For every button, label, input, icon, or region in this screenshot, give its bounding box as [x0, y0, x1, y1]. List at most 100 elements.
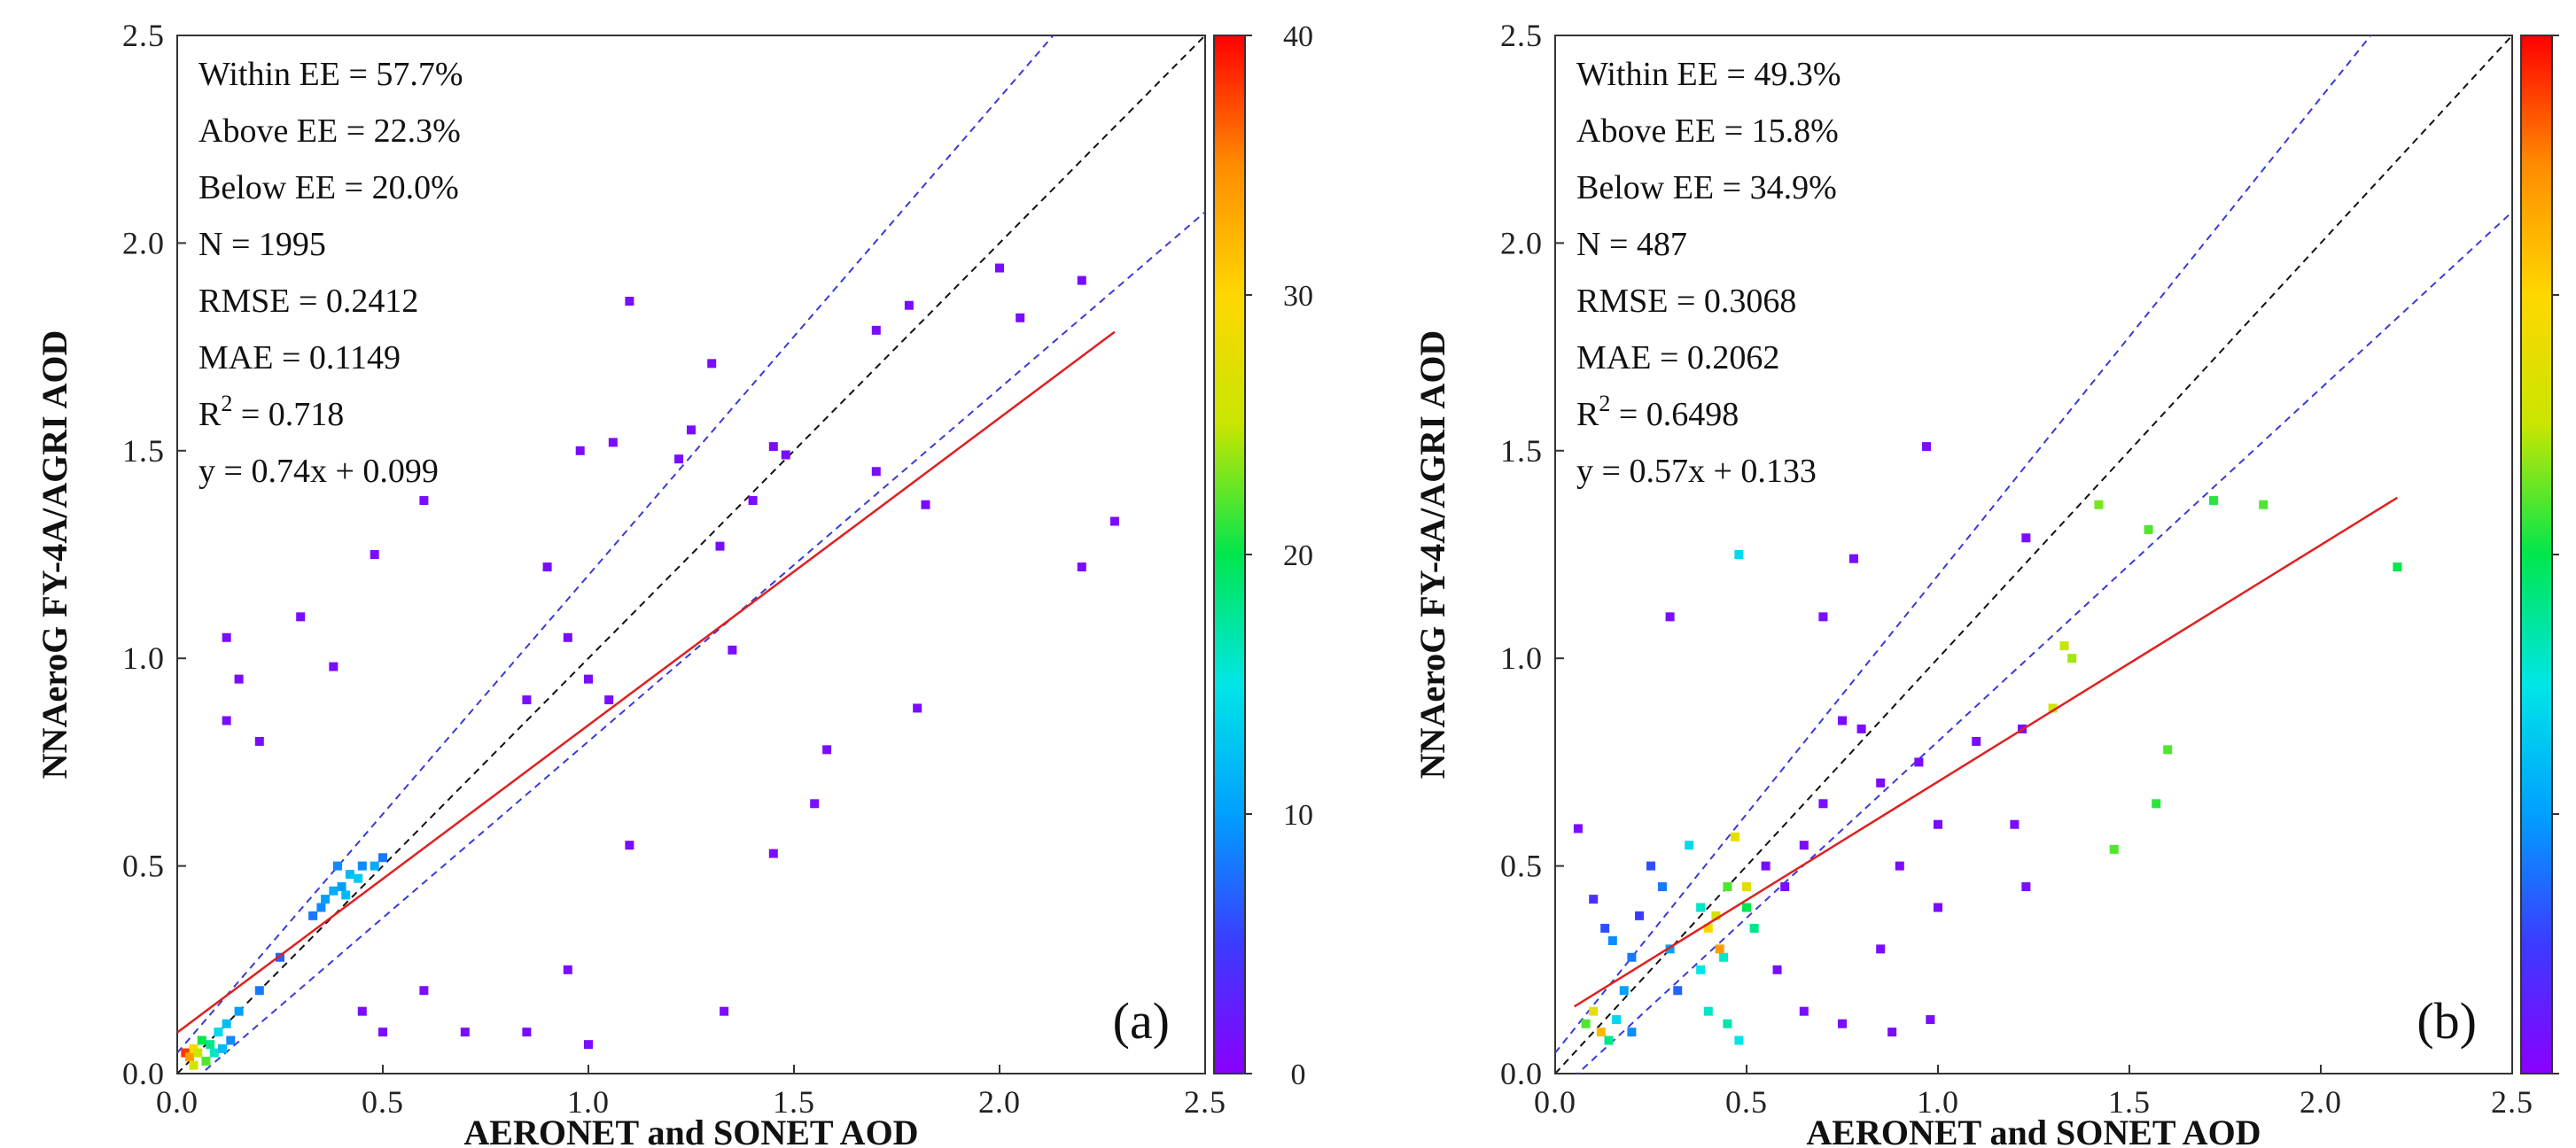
y-tick-label: 1.5	[122, 433, 165, 469]
x-tick-label: 1.5	[2108, 1084, 2151, 1120]
x-tick-label: 1.0	[567, 1084, 610, 1120]
x-tick-label: 2.5	[2491, 1084, 2533, 1120]
data-point	[1856, 724, 1866, 733]
stat-line: N = 1995	[198, 226, 326, 263]
data-point	[201, 1056, 211, 1066]
x-tick-label: 1.5	[773, 1084, 815, 1120]
data-point	[1016, 313, 1025, 322]
data-point	[1696, 903, 1706, 912]
data-point	[1848, 554, 1858, 563]
y-tick-label: 0.0	[1500, 1056, 1543, 1091]
data-point	[222, 632, 231, 642]
data-point	[584, 674, 593, 684]
data-point	[316, 903, 326, 912]
fit-line	[176, 330, 1116, 1034]
panel-label: (a)	[1113, 992, 1170, 1050]
data-point	[995, 263, 1004, 273]
data-point	[1723, 882, 1732, 892]
data-point	[2209, 496, 2219, 506]
data-point	[370, 861, 379, 871]
data-point	[1799, 1006, 1809, 1016]
data-point	[234, 674, 244, 684]
stats-box: Within EE = 57.7% Above EE = 22.3% Below E…	[198, 56, 463, 490]
data-point	[1723, 1019, 1732, 1028]
data-point	[584, 1040, 593, 1050]
stat-line: Above EE = 15.8%	[1576, 112, 1839, 150]
data-point	[218, 1043, 228, 1053]
data-point	[370, 550, 379, 559]
data-point	[1922, 442, 1932, 452]
y-tick-label: 2.5	[122, 18, 165, 53]
data-point	[189, 1060, 198, 1070]
data-point	[1715, 944, 1724, 954]
data-point	[2152, 799, 2161, 809]
data-point	[2067, 654, 2077, 663]
ee-upper-line	[1555, 35, 2372, 1054]
data-point	[822, 745, 832, 755]
x-tick-label: 2.0	[2300, 1084, 2342, 1120]
x-axis-label: AERONET and SONET AOD	[1806, 1113, 2261, 1148]
data-point	[1657, 882, 1667, 892]
scatter-points	[181, 263, 1119, 1070]
y-tick-label: 2.0	[1500, 225, 1543, 260]
data-point	[1731, 832, 1740, 842]
stats-box: Within EE = 49.3% Above EE = 15.8% Below E…	[1576, 56, 1841, 490]
reference-lines	[1555, 35, 2512, 1074]
data-point	[329, 886, 339, 896]
data-point	[1934, 903, 1942, 912]
data-point	[1914, 757, 1924, 767]
data-point	[1818, 612, 1828, 622]
x-axis-label: AERONET and SONET AOD	[463, 1113, 918, 1148]
y-tick-label: 0.0	[122, 1056, 165, 1091]
y-tick-label: 0.5	[1500, 849, 1543, 884]
data-point	[308, 911, 318, 920]
data-point	[604, 695, 614, 705]
colorbar-tick-label: 30	[1283, 280, 1313, 313]
data-point	[1589, 895, 1599, 904]
data-point	[1612, 1015, 1622, 1025]
stat-line: Within EE = 57.7%	[198, 56, 463, 93]
data-point	[2010, 819, 2020, 829]
one-to-one-line	[177, 35, 1205, 1074]
data-point	[1077, 275, 1086, 285]
data-point	[2094, 500, 2104, 509]
x-tick-label: 0.5	[362, 1084, 404, 1120]
colorbar-tick-label: 0	[1291, 1059, 1306, 1091]
data-point	[1607, 935, 1617, 945]
data-point	[1838, 1019, 1847, 1028]
data-point	[2144, 524, 2153, 534]
data-point	[2163, 745, 2173, 755]
data-point	[1772, 965, 1782, 974]
colorbar	[1213, 35, 1246, 1074]
data-point	[2021, 533, 2031, 543]
data-point	[1734, 1036, 1744, 1045]
data-point	[226, 1036, 236, 1045]
data-point	[1876, 778, 1886, 787]
data-point	[1665, 612, 1675, 622]
data-point	[1780, 882, 1790, 892]
data-point	[563, 632, 572, 642]
y-tick-label: 2.5	[1500, 18, 1543, 53]
colorbar	[2520, 35, 2553, 1074]
stat-line: Within EE = 49.3%	[1576, 56, 1841, 93]
data-point	[419, 496, 429, 506]
fit-line	[1573, 496, 2399, 1008]
data-point	[674, 454, 684, 464]
y-tick-label: 1.5	[1500, 433, 1543, 469]
data-point	[222, 716, 231, 725]
colorbar-tick-label: 20	[1283, 539, 1313, 572]
stat-line: Below EE = 34.9%	[1576, 169, 1837, 206]
y-tick-label: 2.0	[122, 225, 165, 260]
panel-label: (b)	[2416, 992, 2477, 1050]
data-point	[1685, 841, 1694, 850]
data-point	[720, 1006, 729, 1016]
y-axis-label: NNAeroG FY-4A/AGRI AOD	[1413, 330, 1452, 780]
data-point	[460, 1028, 470, 1037]
x-tick-label: 2.5	[1184, 1084, 1226, 1120]
data-point	[193, 1048, 203, 1058]
data-point	[357, 861, 367, 871]
data-point	[197, 1036, 206, 1045]
data-point	[1876, 944, 1886, 954]
data-point	[2021, 882, 2031, 892]
data-point	[2393, 562, 2402, 572]
